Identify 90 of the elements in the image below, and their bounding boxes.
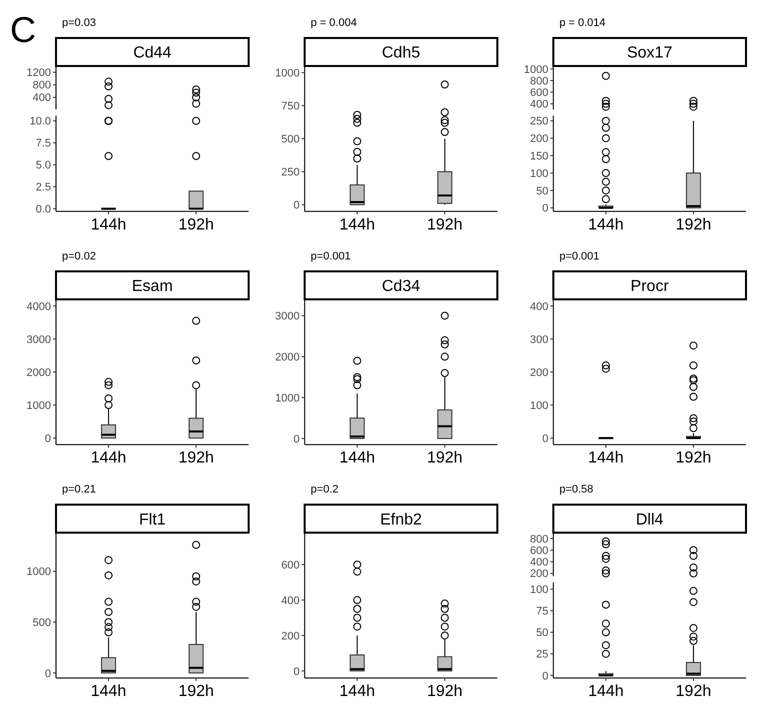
y-tick-label: 600 [530, 87, 548, 100]
y-tick-label: 50 [536, 185, 548, 198]
y-tick-label: 0 [542, 432, 548, 445]
x-tick-label: 192h [426, 216, 463, 234]
x-tick-label: 144h [588, 683, 624, 700]
text: p=0.2 [310, 484, 339, 496]
y-tick-label: 2.5 [36, 182, 51, 194]
y-tick-label: 50 [536, 627, 548, 640]
y-tick-label: 1000 [275, 67, 300, 80]
y-tick-label: 800 [32, 80, 51, 92]
y-tick-label: 3000 [275, 310, 300, 323]
y-tick-label: 0 [44, 668, 51, 680]
chart-title: Efnb2 [380, 511, 422, 528]
x-tick-label: 144h [588, 216, 624, 234]
y-tick-label: 150 [530, 150, 548, 162]
x-tick-label: 192h [426, 450, 463, 467]
y-tick-label: 100 [530, 168, 548, 180]
y-tick-label: 5.0 [36, 160, 51, 172]
y-tick-label: 750 [281, 100, 300, 112]
chart-title: Cdh5 [382, 44, 420, 62]
text: C [10, 9, 36, 50]
y-tick-label: 2000 [275, 352, 300, 364]
y-tick-label: 800 [530, 75, 548, 88]
y-tick-label: 600 [530, 544, 548, 557]
x-tick-label: 144h [90, 683, 126, 700]
y-tick-label: 10.0 [30, 116, 51, 128]
x-tick-label: 192h [676, 683, 712, 700]
y-tick-label: 0 [44, 432, 51, 445]
text: p=0.001 [310, 250, 351, 262]
x-tick-label: 192h [676, 450, 712, 467]
y-tick-label: 800 [530, 533, 548, 546]
y-tick-label: 75 [536, 606, 548, 618]
y-tick-label: 7.5 [36, 138, 51, 150]
y-tick-label: 200 [530, 366, 548, 379]
y-tick-label: 0.0 [36, 204, 51, 216]
text: p=0.03 [62, 17, 96, 29]
y-tick-label: 25 [536, 648, 548, 661]
x-tick-label: 144h [90, 216, 126, 234]
y-tick-label: 1200 [26, 67, 51, 80]
y-tick-label: 400 [32, 92, 51, 104]
y-tick-label: 1000 [275, 392, 300, 404]
y-tick-label: 500 [32, 616, 51, 629]
y-tick-label: 0 [294, 200, 300, 212]
x-tick-label: 192h [178, 216, 214, 234]
y-tick-label: 3000 [26, 334, 51, 346]
x-tick-label: 192h [178, 683, 214, 700]
x-tick-label: 144h [90, 450, 126, 467]
y-tick-label: 4000 [26, 300, 51, 313]
text: p=0.58 [559, 484, 594, 496]
y-tick-label: 0 [294, 433, 300, 446]
y-tick-label: 1000 [26, 400, 51, 412]
chart-title: Cd34 [382, 278, 420, 295]
x-tick-label: 144h [339, 450, 376, 467]
chart-title: Sox17 [626, 44, 672, 62]
y-tick-label: 250 [281, 166, 300, 179]
y-tick-label: 200 [530, 133, 548, 146]
x-tick-label: 192h [178, 450, 214, 467]
y-tick-label: 600 [281, 559, 300, 572]
y-tick-label: 0 [542, 670, 548, 682]
y-tick-label: 400 [281, 594, 300, 607]
chart-title: Procr [630, 278, 670, 295]
x-tick-label: 144h [339, 216, 376, 234]
y-tick-label: 400 [530, 300, 548, 313]
y-tick-label: 100 [530, 400, 548, 412]
chart-title: Flt1 [138, 511, 166, 528]
text: p=0.02 [62, 250, 96, 262]
chart-title: Esam [132, 278, 173, 295]
y-tick-label: 1000 [26, 566, 51, 578]
text: p=0.001 [559, 250, 600, 262]
x-tick-label: 144h [339, 683, 376, 700]
text: p = 0.004 [310, 17, 357, 29]
x-tick-label: 192h [676, 216, 712, 234]
y-tick-label: 0 [294, 666, 300, 678]
chart-title: Dll4 [636, 511, 664, 528]
y-tick-label: 200 [281, 630, 300, 642]
y-tick-label: 400 [530, 98, 548, 111]
y-tick-label: 250 [530, 116, 548, 128]
y-tick-label: 100 [530, 584, 548, 596]
x-tick-label: 192h [426, 683, 463, 700]
y-tick-label: 400 [530, 556, 548, 569]
y-tick-label: 500 [281, 134, 300, 146]
y-tick-label: 1000 [524, 64, 548, 76]
y-tick-label: 2000 [26, 366, 51, 379]
text: p=0.21 [62, 484, 96, 496]
y-tick-label: 300 [530, 334, 548, 346]
text: p = 0.014 [559, 17, 606, 29]
chart-title: Cd44 [133, 44, 172, 62]
y-tick-label: 0 [542, 202, 548, 215]
y-tick-label: 200 [530, 568, 548, 580]
x-tick-label: 144h [588, 450, 624, 467]
